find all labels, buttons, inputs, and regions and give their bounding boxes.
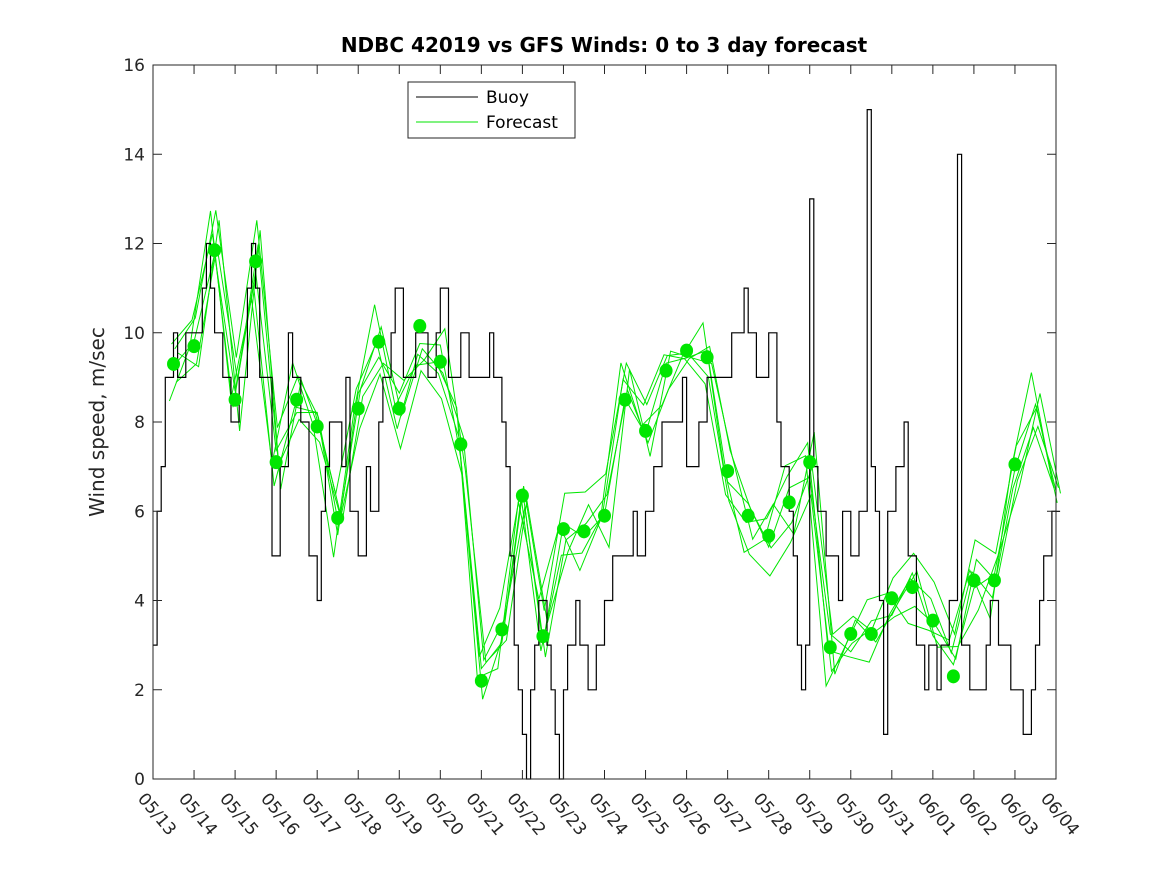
forecast-marker — [782, 495, 796, 510]
forecast-marker — [331, 510, 345, 525]
forecast-marker — [310, 419, 324, 434]
forecast-marker — [392, 401, 406, 416]
y-tick-label: 2 — [134, 681, 145, 701]
forecast-marker — [598, 508, 611, 523]
forecast-marker — [454, 437, 468, 452]
y-axis-label: Wind speed, m/sec — [85, 327, 109, 517]
forecast-marker — [208, 243, 222, 258]
y-tick-label: 8 — [134, 413, 145, 433]
forecast-marker — [556, 522, 570, 537]
y-tick-label: 12 — [123, 235, 145, 255]
legend-label-buoy: Buoy — [486, 88, 529, 108]
forecast-marker — [351, 401, 365, 416]
legend-box — [407, 81, 576, 139]
forecast-marker — [680, 343, 694, 358]
forecast-marker — [721, 464, 735, 479]
buoy-line — [153, 109, 1061, 780]
forecast-marker — [659, 363, 673, 378]
forecast-marker — [762, 528, 776, 543]
forecast-marker — [967, 573, 981, 588]
forecast-marker — [639, 423, 653, 438]
y-tick-label: 0 — [134, 770, 145, 790]
forecast-marker — [823, 640, 837, 655]
forecast-marker — [741, 508, 755, 523]
y-tick-label: 10 — [123, 324, 145, 344]
y-tick-label: 4 — [134, 592, 145, 612]
forecast-marker — [536, 629, 550, 644]
y-tick-label: 6 — [134, 502, 145, 522]
forecast-marker — [577, 524, 591, 539]
legend: Buoy Forecast — [407, 81, 576, 139]
forecast-marker — [803, 455, 817, 470]
forecast-series-line — [174, 210, 1058, 700]
forecast-marker — [844, 626, 858, 641]
forecast-marker — [1008, 457, 1022, 472]
forecast-marker — [864, 626, 878, 641]
chart-title: NDBC 42019 vs GFS Winds: 0 to 3 day fore… — [341, 33, 868, 57]
forecast-marker — [413, 319, 427, 334]
forecast-marker — [618, 392, 632, 407]
forecast-marker — [433, 354, 447, 369]
buoy-series-line — [153, 109, 1061, 780]
forecast-series-line — [168, 210, 1053, 688]
forecast-marker — [167, 356, 181, 371]
forecast-marker — [249, 254, 263, 269]
y-tick-label: 14 — [123, 145, 145, 165]
forecast-marker — [885, 591, 899, 606]
forecast-marker — [926, 613, 940, 628]
forecast-markers — [167, 243, 1022, 688]
legend-label-forecast: Forecast — [486, 113, 558, 133]
forecast-marker — [905, 580, 919, 595]
forecast-marker — [474, 673, 488, 688]
forecast-marker — [700, 350, 714, 365]
forecast-marker — [495, 622, 509, 637]
forecast-series-line — [175, 244, 1059, 662]
forecast-marker — [228, 392, 242, 407]
forecast-marker — [372, 334, 386, 349]
forecast-marker — [946, 669, 960, 684]
forecast-marker — [187, 339, 201, 354]
forecast-marker — [515, 488, 529, 503]
forecast-marker — [290, 392, 304, 407]
forecast-marker — [987, 573, 1001, 588]
forecast-marker — [269, 455, 283, 470]
y-axis: 0 2 4 6 8 10 12 14 16 — [123, 56, 1056, 790]
y-tick-label: 16 — [123, 56, 145, 76]
